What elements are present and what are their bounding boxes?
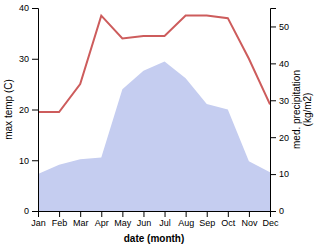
y2-tick-label: 0 bbox=[279, 206, 284, 216]
x-tick: Oct bbox=[221, 211, 236, 228]
y2-tick: 10 bbox=[270, 169, 289, 179]
y-tick-mark bbox=[32, 160, 38, 161]
line bbox=[38, 16, 270, 112]
y-tick-label: 0 bbox=[24, 206, 29, 216]
y-tick-mark bbox=[32, 8, 38, 9]
x-tick: Jul bbox=[159, 211, 171, 228]
x-tick-mark bbox=[249, 211, 250, 217]
y-tick: 10 bbox=[19, 156, 38, 166]
x-tick-label: Jul bbox=[159, 218, 171, 228]
y-tick-mark bbox=[32, 211, 38, 212]
y-tick: 30 bbox=[19, 54, 38, 64]
y2-tick-label: 30 bbox=[279, 96, 289, 106]
x-tick-label: Sep bbox=[199, 218, 215, 228]
x-tick: Jun bbox=[137, 211, 152, 228]
x-tick-label: Mar bbox=[73, 218, 89, 228]
x-tick: Jan bbox=[31, 211, 46, 228]
y2-tick-mark bbox=[270, 211, 276, 212]
y-axis: 0 10 20 30 40 bbox=[19, 3, 39, 216]
chart-svg: JanFebMarAprMayJunJulAugSepOctNovDec0102… bbox=[0, 0, 318, 247]
x-axis: Jan Feb Mar Apr May Jun Jul Aug Sep Oct Nov Dec bbox=[31, 211, 279, 228]
x-axis-title: date (month) bbox=[124, 233, 185, 244]
y2-axis-title-line: med. precipitation bbox=[291, 70, 302, 149]
x-tick: Dec bbox=[262, 211, 279, 228]
x-tick: Aug bbox=[178, 211, 194, 228]
x-tick-label: Jan bbox=[31, 218, 46, 228]
x-tick: Mar bbox=[73, 211, 89, 228]
x-tick: Sep bbox=[199, 211, 215, 228]
x-tick-mark bbox=[207, 211, 208, 217]
y2-axis-line bbox=[271, 9, 277, 212]
y2-tick: 30 bbox=[270, 96, 289, 106]
y2-tick-mark bbox=[270, 174, 276, 175]
chart-container: JanFebMarAprMayJunJulAugSepOctNovDec0102… bbox=[0, 0, 318, 247]
y2-tick-label: 20 bbox=[279, 133, 289, 143]
plot-marks bbox=[38, 16, 270, 211]
x-tick-label: Jun bbox=[137, 218, 152, 228]
x-tick: May bbox=[114, 211, 132, 228]
y2-tick-label: 10 bbox=[279, 169, 289, 179]
x-tick: Feb bbox=[52, 211, 68, 228]
x-tick-label: Feb bbox=[52, 218, 68, 228]
y2-tick-mark bbox=[270, 26, 276, 27]
y2-tick-mark bbox=[270, 63, 276, 64]
y2-tick: 40 bbox=[270, 59, 289, 69]
y2-axis-title-line: (kg/m2) bbox=[302, 93, 313, 127]
y-tick: 0 bbox=[24, 206, 38, 216]
x-tick-label: Nov bbox=[241, 218, 258, 228]
x-tick-mark bbox=[143, 211, 144, 217]
x-tick-label: Apr bbox=[95, 218, 109, 228]
x-tick-mark bbox=[186, 211, 187, 217]
y2-tick: 20 bbox=[270, 133, 289, 143]
x-axis-line bbox=[39, 212, 271, 218]
chart-area: JanFebMarAprMayJunJulAugSepOctNovDec0102… bbox=[3, 3, 313, 244]
y2-tick-label: 40 bbox=[279, 59, 289, 69]
y-tick-mark bbox=[32, 59, 38, 60]
y2-tick: 0 bbox=[270, 206, 284, 216]
x-tick-mark bbox=[228, 211, 229, 217]
y-tick: 40 bbox=[19, 3, 38, 13]
x-tick-mark bbox=[101, 211, 102, 217]
y2-tick: 50 bbox=[270, 22, 289, 32]
y-tick-label: 10 bbox=[19, 156, 29, 166]
y2-tick-mark bbox=[270, 100, 276, 101]
y-tick-mark bbox=[32, 110, 38, 111]
y2-axis-title: med. precipitation(kg/m2) bbox=[291, 70, 313, 149]
x-tick-mark bbox=[80, 211, 81, 217]
y-tick-label: 20 bbox=[19, 105, 29, 115]
y2-tick-label: 50 bbox=[279, 22, 289, 32]
x-tick: Nov bbox=[241, 211, 258, 228]
y2-axis: 0 10 20 30 40 50 bbox=[270, 9, 289, 217]
y-axis-title: max temp (C) bbox=[3, 79, 14, 140]
x-tick-label: May bbox=[114, 218, 132, 228]
y-tick: 20 bbox=[19, 105, 38, 115]
y2-tick-mark bbox=[270, 137, 276, 138]
x-tick-mark bbox=[59, 211, 60, 217]
x-tick-label: Aug bbox=[178, 218, 194, 228]
y-axis-line bbox=[32, 9, 39, 212]
area bbox=[38, 62, 270, 211]
x-tick-label: Dec bbox=[262, 218, 279, 228]
x-tick-mark bbox=[165, 211, 166, 217]
y-tick-label: 40 bbox=[19, 3, 29, 13]
x-tick-mark bbox=[122, 211, 123, 217]
x-tick-label: Oct bbox=[221, 218, 236, 228]
y-tick-label: 30 bbox=[19, 54, 29, 64]
x-tick: Apr bbox=[95, 211, 109, 228]
